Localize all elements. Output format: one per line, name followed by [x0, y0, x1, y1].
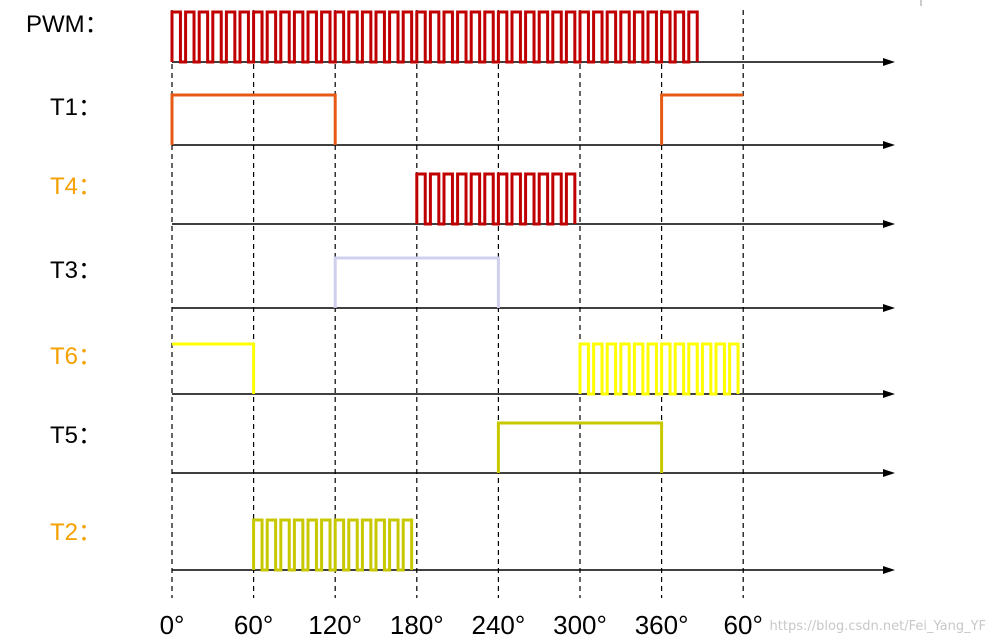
row-axes: [172, 58, 895, 574]
axis-arrow-5: [883, 469, 895, 477]
angle-guide-lines: [171, 10, 744, 598]
angle-label-7: 60°: [724, 610, 763, 640]
wave-row-4-seg-0: [172, 342, 256, 394]
angle-label-2: 120°: [308, 610, 362, 640]
angle-labels: 0° 60° 120° 180° 240° 300° 360° 60°: [160, 610, 763, 640]
angle-label-0: 0°: [160, 610, 185, 640]
wave-row-1-seg-1: [660, 93, 744, 145]
axis-arrow-3: [883, 304, 895, 312]
row-label-0: PWM：: [26, 11, 109, 38]
row-label-5: T5：: [50, 422, 102, 449]
wave-row-3-seg-0: [333, 256, 500, 308]
axis-arrow-1: [883, 141, 895, 149]
axis-arrow-4: [883, 390, 895, 398]
wave-row-4-seg-1: [578, 342, 740, 396]
wave-row-6-seg-0: [252, 518, 414, 572]
angle-label-4: 240°: [472, 610, 526, 640]
angle-label-5: 300°: [553, 610, 607, 640]
wave-row-1-seg-0: [170, 93, 337, 145]
wave-row-2-seg-0: [415, 172, 577, 226]
waveforms: [170, 10, 744, 572]
row-label-1: T1：: [50, 94, 102, 121]
row-label-3: T3：: [50, 257, 102, 284]
wave-row-5-seg-0: [496, 421, 664, 473]
axis-arrow-0: [883, 58, 895, 66]
wave-row-0-seg-0: [170, 10, 699, 64]
angle-label-6: 360°: [635, 610, 689, 640]
axis-arrow-2: [883, 220, 895, 228]
watermark: https://blog.csdn.net/Fei_Yang_YF: [770, 619, 986, 634]
angle-label-3: 180°: [390, 610, 444, 640]
row-label-4: T6：: [50, 343, 102, 370]
row-labels: PWM： T1： T4： T3： T6： T5： T2：: [26, 11, 109, 546]
angle-label-1: 60°: [234, 610, 273, 640]
axis-arrow-6: [883, 566, 895, 574]
row-label-2: T4：: [50, 173, 102, 200]
row-label-6: T2：: [50, 519, 102, 546]
